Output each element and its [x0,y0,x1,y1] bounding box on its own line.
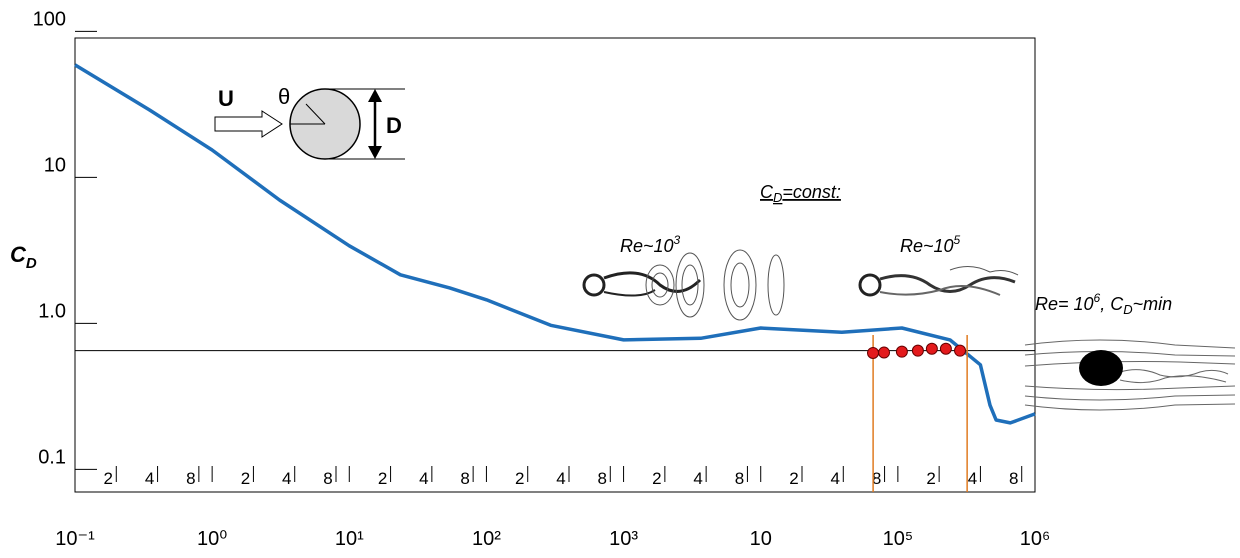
data-point [954,344,967,357]
x-tick-label: 2 [241,469,250,488]
x-tick-label: 8 [872,469,881,488]
x-tick-label: 2 [789,469,798,488]
y-tick-label: 10 [44,154,66,176]
flow-image [852,262,1022,307]
data-point [878,346,891,359]
diagram-label: θ [278,84,290,109]
x-tick-label: 4 [145,469,154,488]
y-tick-label: 1.0 [38,300,66,322]
plot-frame [74,37,1036,493]
diagram-label: D [386,113,402,138]
x-tick-label: 10⁰ [197,528,227,550]
x-tick-label: 10¹ [335,528,364,550]
x-tick-label: 2 [104,469,113,488]
y-tick-label: 100 [33,8,66,30]
x-tick-label: 10² [472,528,501,550]
data-point [895,345,908,358]
x-tick-label: 8 [735,469,744,488]
x-tick-label: 4 [968,469,977,488]
x-tick-label: 4 [419,469,428,488]
x-tick-label: 10⁻¹ [55,528,95,550]
x-tick-label: 2 [515,469,524,488]
x-tick-label: 2 [652,469,661,488]
data-point [911,344,924,357]
x-tick-label: 10⁶ [1020,528,1050,550]
flow-image [572,249,786,325]
data-line [74,63,1036,425]
data-point [939,342,952,355]
data-point [925,342,938,355]
x-tick-label: 8 [323,469,332,488]
diagram-label: U [218,86,234,111]
x-tick-label: 10 [750,528,772,550]
x-tick-label: 2 [378,469,387,488]
x-tick-label: 8 [186,469,195,488]
x-tick-label: 4 [282,469,291,488]
x-tick-label: 4 [831,469,840,488]
annotation: Re~105 [900,233,961,256]
x-tick-label: 4 [556,469,565,488]
y-axis-label: CD [10,242,37,272]
x-tick-label: 2 [926,469,935,488]
annotation: Re~103 [620,233,681,256]
cylinder-diagram: U θ D [214,84,405,160]
flow-image [1024,339,1236,411]
x-tick-label: 8 [598,469,607,488]
annotation: CD=const: [760,182,841,205]
y-tick-label: 0.1 [38,446,66,468]
data-point [867,346,880,359]
annotation: Re= 106, CD~min [1035,291,1172,317]
x-tick-label: 10³ [609,528,638,550]
x-tick-label: 8 [1009,469,1018,488]
x-tick-label: 10⁵ [883,528,914,550]
x-tick-label: 4 [693,469,702,488]
x-tick-label: 8 [460,469,469,488]
